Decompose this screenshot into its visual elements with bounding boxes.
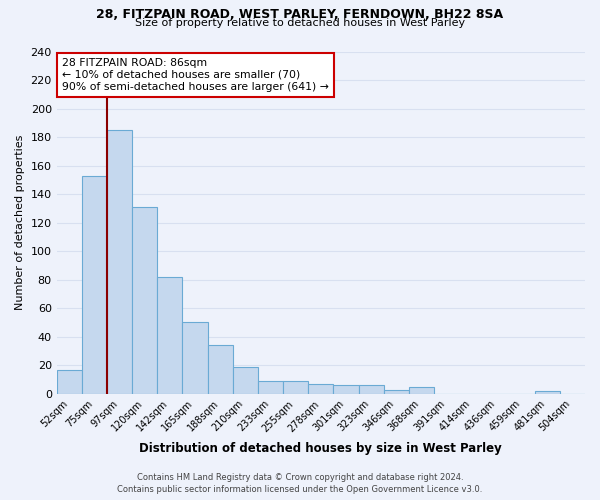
X-axis label: Distribution of detached houses by size in West Parley: Distribution of detached houses by size … (139, 442, 502, 455)
Bar (283, 381, 308, 394)
Text: 28 FITZPAIN ROAD: 86sqm
← 10% of detached houses are smaller (70)
90% of semi-de: 28 FITZPAIN ROAD: 86sqm ← 10% of detache… (62, 58, 329, 92)
Text: Contains HM Land Registry data © Crown copyright and database right 2024.
Contai: Contains HM Land Registry data © Crown c… (118, 472, 482, 494)
Bar (535, 391, 560, 394)
Bar (208, 346, 233, 394)
Bar (308, 384, 334, 394)
Bar (384, 390, 409, 394)
Bar (359, 385, 384, 394)
Bar (82, 176, 107, 394)
Bar (258, 381, 283, 394)
Bar (182, 322, 208, 394)
Bar (132, 207, 157, 394)
Text: 28, FITZPAIN ROAD, WEST PARLEY, FERNDOWN, BH22 8SA: 28, FITZPAIN ROAD, WEST PARLEY, FERNDOWN… (97, 8, 503, 20)
Bar (233, 366, 258, 394)
Bar (409, 386, 434, 394)
Bar (334, 385, 359, 394)
Bar (157, 277, 182, 394)
Y-axis label: Number of detached properties: Number of detached properties (15, 135, 25, 310)
Text: Size of property relative to detached houses in West Parley: Size of property relative to detached ho… (135, 18, 465, 28)
Bar (56, 370, 82, 394)
Bar (107, 130, 132, 394)
